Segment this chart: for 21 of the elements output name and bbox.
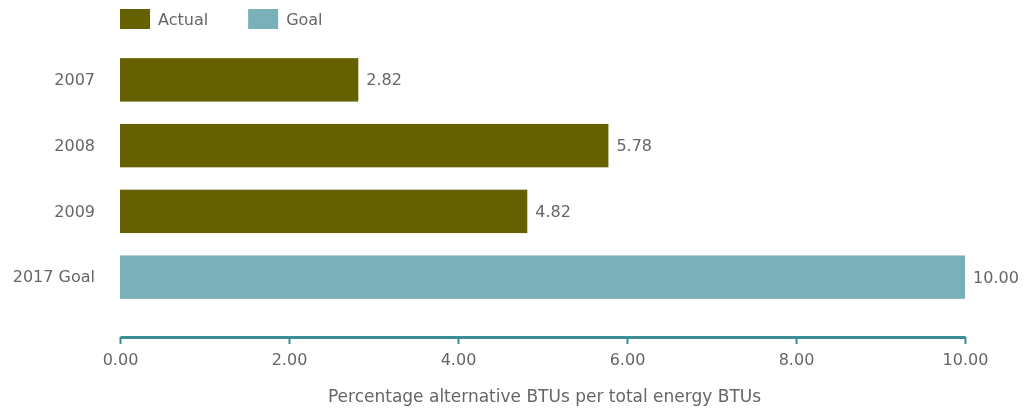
legend-label: Goal bbox=[286, 9, 323, 29]
x-axis-title: Percentage alternative BTUs per total energy BTUs bbox=[327, 386, 762, 406]
data-label: 4.82 bbox=[535, 201, 571, 221]
x-tick-label: 0.00 bbox=[102, 350, 139, 370]
x-tick-label: 6.00 bbox=[609, 350, 646, 370]
x-tick-label: 2.00 bbox=[271, 350, 308, 370]
y-tick-label: 2009 bbox=[54, 201, 95, 221]
legend-label: Actual bbox=[158, 9, 209, 29]
y-tick-label: 2007 bbox=[54, 69, 95, 89]
bar bbox=[120, 255, 965, 299]
x-tick-label: 8.00 bbox=[778, 350, 815, 370]
x-tick-label: 4.00 bbox=[440, 350, 477, 370]
x-tick-label: 10.00 bbox=[942, 350, 989, 370]
data-label: 10.00 bbox=[973, 267, 1019, 287]
y-tick-label: 2008 bbox=[54, 135, 95, 155]
bar bbox=[120, 58, 359, 102]
data-label: 2.82 bbox=[366, 70, 402, 90]
bar bbox=[120, 123, 609, 168]
y-tick-label: 2017 Goal bbox=[12, 267, 95, 287]
bar bbox=[120, 189, 528, 234]
data-label: 5.78 bbox=[616, 136, 653, 156]
